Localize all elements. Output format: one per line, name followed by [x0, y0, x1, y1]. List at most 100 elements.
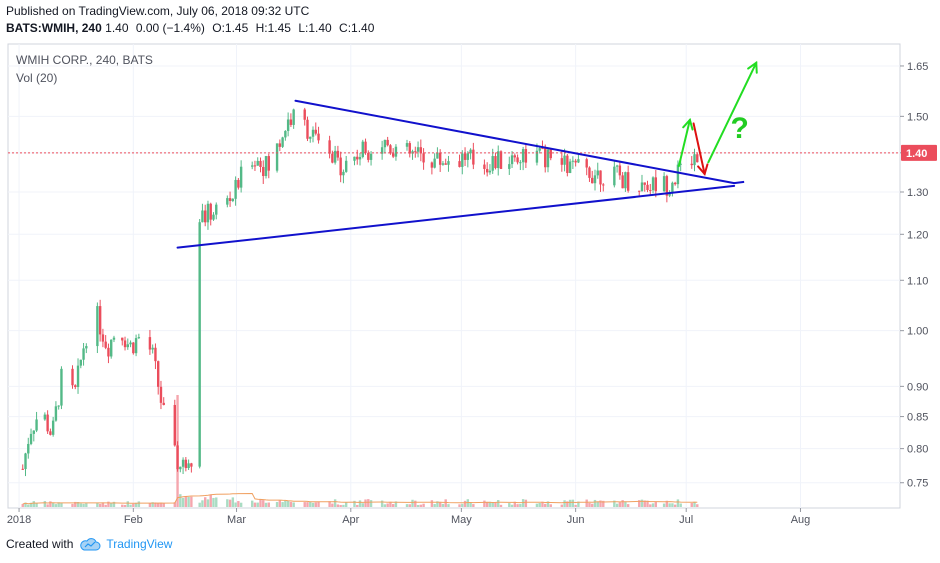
- volume-bar: [649, 504, 652, 507]
- volume-bar: [568, 499, 572, 507]
- close-value: 1.40: [351, 21, 375, 35]
- volume-bar: [339, 504, 342, 507]
- volume-bar: [129, 504, 132, 507]
- candle-body: [24, 453, 27, 470]
- candle-body: [328, 140, 331, 154]
- candle-body: [577, 159, 580, 163]
- candle-body: [157, 361, 160, 387]
- volume-bar: [585, 499, 588, 507]
- candle-body: [203, 210, 207, 223]
- volume-bar: [441, 503, 445, 507]
- candle-body: [615, 165, 619, 167]
- price-tick-label: 0.75: [907, 478, 928, 490]
- candle-body: [344, 160, 348, 172]
- candle-body: [262, 166, 265, 177]
- volume-bar: [79, 503, 82, 507]
- candle-body: [436, 152, 439, 159]
- candle-body: [237, 179, 240, 188]
- candle-body: [640, 182, 644, 191]
- candle-body: [662, 176, 666, 192]
- candle-body: [679, 163, 682, 165]
- open-label: O:: [212, 21, 225, 35]
- price-chart[interactable]: ? 1.65 1.50 1.40 1.30 1.20 1.10 1.00 0.90 0.85 0.…: [0, 0, 940, 535]
- volume-bar: [538, 503, 541, 507]
- volume-bar: [314, 502, 317, 507]
- candle-body: [483, 164, 486, 169]
- volume-bar: [422, 503, 425, 507]
- volume-bar: [289, 501, 293, 507]
- candle-body: [560, 158, 564, 165]
- candle-body: [112, 337, 116, 340]
- volume-bar: [499, 504, 503, 507]
- candle-body: [226, 198, 229, 205]
- volume-bar: [267, 502, 270, 507]
- candle-body: [394, 146, 398, 157]
- volume-bar: [461, 503, 464, 507]
- volume-bar: [54, 504, 58, 507]
- candle-body: [239, 166, 243, 188]
- high-label: H:: [255, 21, 268, 35]
- volume-bar: [693, 501, 696, 507]
- candle-body: [671, 182, 674, 193]
- candle-body: [591, 177, 594, 184]
- volume-bar: [21, 504, 24, 507]
- volume-bar: [190, 496, 193, 507]
- volume-bar: [408, 504, 411, 507]
- time-axis: 2018 Feb Mar Apr May Jun Jul Aug: [7, 508, 810, 526]
- volume-bar: [358, 500, 362, 507]
- plot-area[interactable]: [7, 43, 901, 509]
- time-tick-label: Aug: [791, 514, 811, 526]
- volume-bar: [356, 504, 359, 507]
- annotations[interactable]: ?: [176, 60, 758, 249]
- open-value: 1.45: [224, 21, 249, 35]
- volume-bar: [259, 499, 262, 507]
- price-tick-label: 1.20: [907, 229, 928, 241]
- volume-bar: [488, 501, 492, 507]
- volume-bar: [187, 496, 190, 507]
- candle-body: [358, 156, 362, 160]
- candle-body: [126, 344, 129, 348]
- candle-body: [256, 160, 259, 166]
- volume-bar: [104, 504, 107, 507]
- candle-body: [571, 160, 575, 162]
- candle-body: [21, 468, 24, 470]
- symbol: BATS:WMIH, 240: [6, 21, 102, 35]
- candle-body: [198, 222, 201, 467]
- volume-bar: [162, 503, 165, 507]
- candle-body: [649, 190, 652, 192]
- footer: Created with TradingView: [6, 537, 172, 551]
- volume-bar: [49, 501, 52, 507]
- volume-bar: [516, 504, 519, 507]
- candle-body: [306, 119, 309, 139]
- candle-body: [438, 152, 442, 165]
- volume-bar: [234, 502, 237, 507]
- svg-text:1.40: 1.40: [906, 148, 927, 160]
- candle-body: [71, 368, 74, 386]
- candle-body: [513, 155, 517, 158]
- volume-bar: [275, 501, 279, 507]
- arrow-up-small-head: [682, 117, 694, 131]
- candle-body: [414, 151, 417, 153]
- candle-body: [107, 347, 110, 357]
- price-tick-label: 1.10: [907, 275, 928, 287]
- volume-bar: [560, 504, 564, 507]
- candle-body: [110, 339, 113, 357]
- volume-bar: [206, 499, 210, 507]
- tradingview-link[interactable]: TradingView: [79, 537, 172, 551]
- candle-body: [574, 160, 577, 163]
- volume-bar: [159, 502, 163, 507]
- volume-bar: [57, 502, 60, 507]
- volume-bar: [35, 503, 38, 507]
- volume-bar: [132, 503, 135, 507]
- volume-bar: [416, 504, 420, 507]
- volume-bar: [281, 502, 284, 507]
- candle-body: [541, 148, 544, 150]
- candle-body: [215, 204, 218, 215]
- candle-body: [278, 143, 282, 147]
- candle-body: [458, 161, 461, 167]
- candle-body: [275, 143, 279, 171]
- candle-body: [267, 156, 270, 171]
- close-label: C:: [339, 21, 352, 35]
- volume-bar: [386, 503, 389, 507]
- candle-body: [35, 419, 38, 431]
